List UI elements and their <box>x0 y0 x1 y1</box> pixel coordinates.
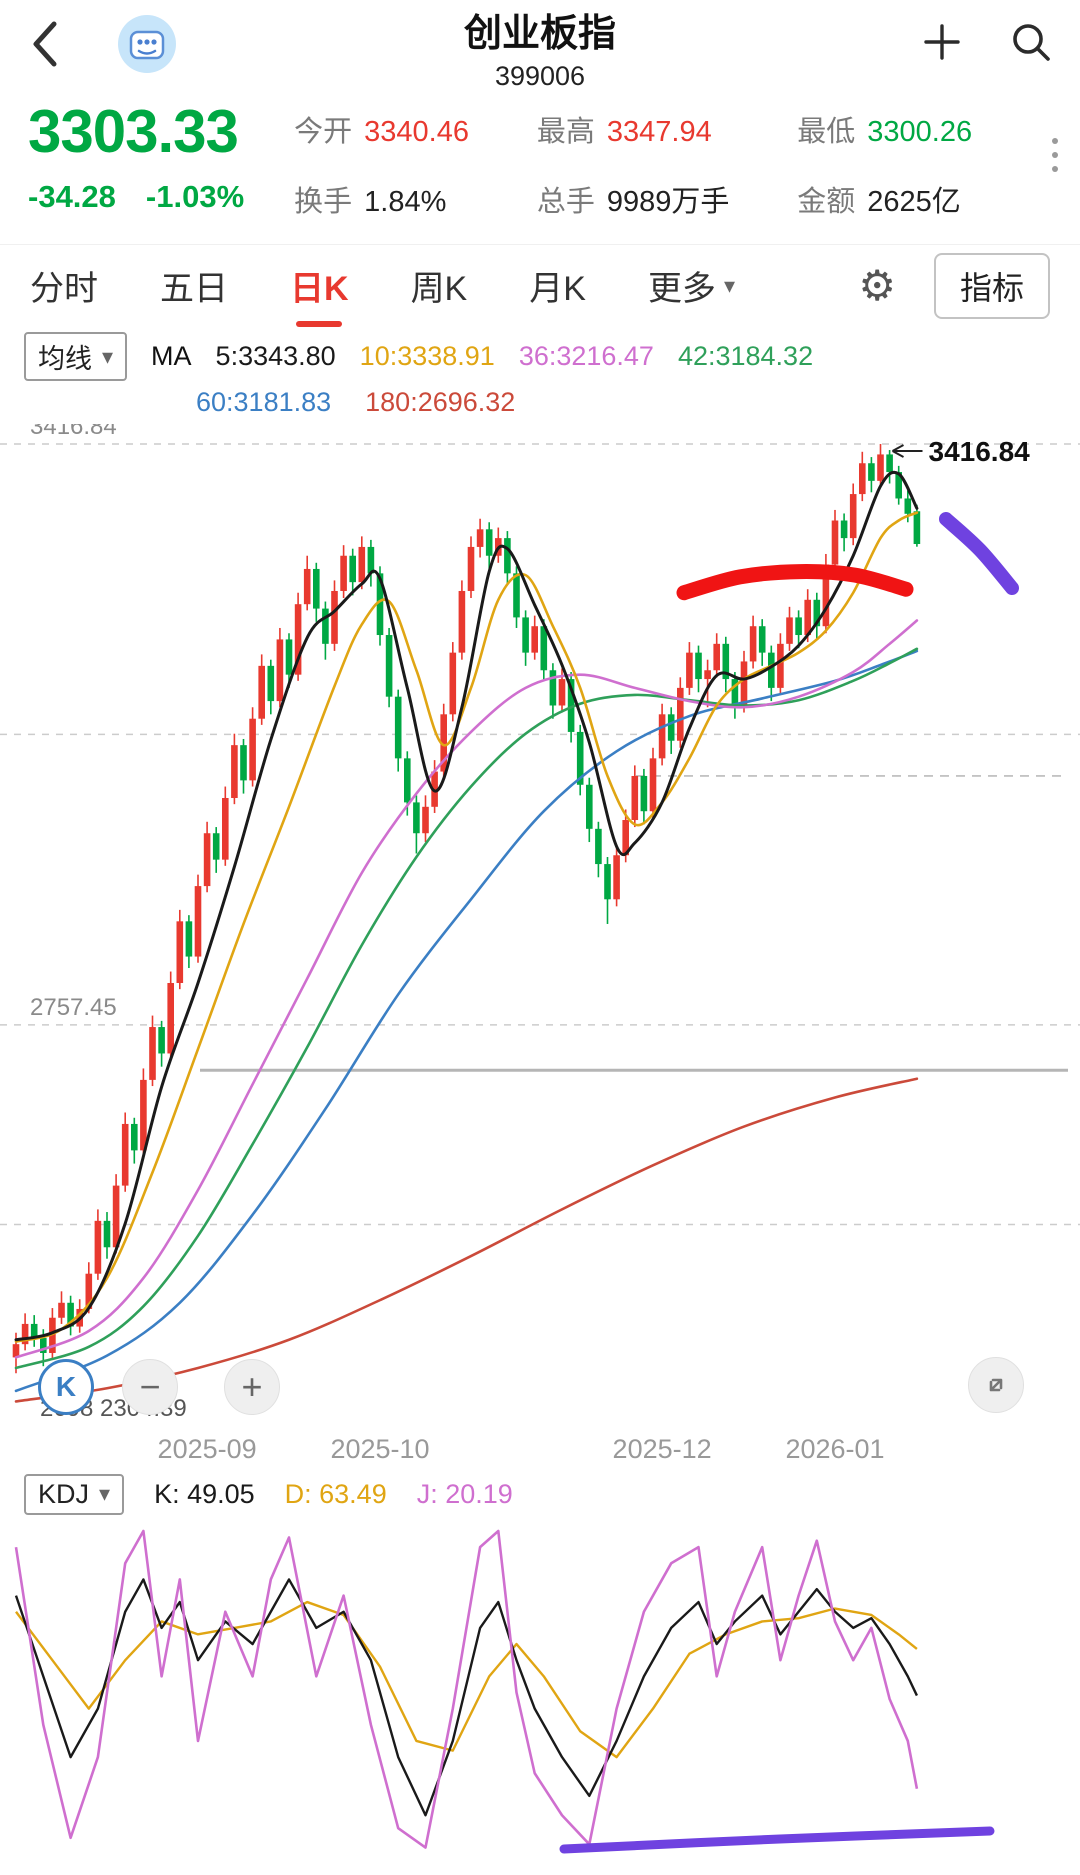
caret-down-icon: ▾ <box>102 343 114 369</box>
settings-gear-icon[interactable]: ⚙ <box>858 261 896 309</box>
more-menu-icon[interactable] <box>1046 132 1064 178</box>
tab-intraday[interactable]: 分时 <box>30 270 98 308</box>
stat-volume: 总手 9989万手 <box>536 186 730 218</box>
abacus-logo-icon <box>129 30 165 60</box>
stat-low: 最低 3300.26 <box>797 116 973 148</box>
header-actions <box>920 19 1054 70</box>
kdj-legend-k: K: 49.05 <box>154 1478 255 1509</box>
x-axis-label: 2025-10 <box>330 1434 430 1464</box>
price-change: -34.28 <box>28 179 116 214</box>
last-price: 3303.33 <box>28 98 239 165</box>
kdj-legend-d: D: 63.49 <box>284 1478 387 1509</box>
kdj-legend: KDJ ▾ K: 49.05 D: 63.49 J: 20.19 <box>0 1472 1080 1516</box>
title-block: 创业板指 399006 <box>464 2 616 92</box>
k-mode-button[interactable]: K <box>38 1359 94 1415</box>
tab-five-day[interactable]: 五日 <box>160 270 228 308</box>
ma-legend-item-36: 36:3216.47 <box>518 341 654 371</box>
page-title: 创业板指 <box>463 13 617 55</box>
search-icon <box>1013 23 1050 61</box>
x-axis-label: 2025-12 <box>612 1434 712 1464</box>
caret-down-icon: ▾ <box>99 1481 111 1506</box>
app-icon[interactable] <box>118 15 176 73</box>
zoom-out-button[interactable]: − <box>122 1359 178 1415</box>
tab-monthly-k[interactable]: 月K <box>529 270 586 308</box>
zoom-in-button[interactable]: + <box>224 1359 280 1415</box>
tab-more[interactable]: 更多 ▾ <box>647 270 735 308</box>
stat-open: 今开 3340.46 <box>294 116 469 148</box>
quote-panel: 3303.33 -34.28 -1.03% 今开 3340.46 最高 3347.9… <box>0 88 1080 244</box>
tab-weekly-k[interactable]: 周K <box>410 270 468 308</box>
indicator-button[interactable]: 指标 <box>933 252 1050 319</box>
ma-legend-item-42: 42:3184.32 <box>677 341 814 371</box>
kdj-legend-j: J: 20.19 <box>416 1478 513 1509</box>
ma-dropdown[interactable]: 均线 ▾ <box>24 332 128 381</box>
stat-amount: 金额 2625亿 <box>797 186 961 218</box>
stock-code: 399006 <box>494 61 586 91</box>
kdj-chart-canvas[interactable] <box>0 1516 1080 1866</box>
stat-turnover: 换手 1.84% <box>294 186 447 218</box>
period-tab-bar: 分时 五日 日K 周K 月K 更多 ▾ ⚙ 指标 <box>0 244 1080 326</box>
ma-legend-item-5: 5:3343.80 <box>215 341 336 371</box>
add-to-watchlist-button[interactable] <box>920 20 964 69</box>
svg-text:2757.45: 2757.45 <box>30 994 117 1021</box>
x-axis-label: 2025-09 <box>157 1434 257 1464</box>
search-button[interactable] <box>1008 19 1054 70</box>
ma-legend-item-60: 60:3181.83 <box>196 387 332 417</box>
stat-high: 最高 3347.94 <box>536 116 712 148</box>
price-change-pct: -1.03% <box>145 179 245 214</box>
plus-icon <box>924 23 960 60</box>
svg-text:3416.84: 3416.84 <box>30 424 117 440</box>
caret-down-icon: ▾ <box>723 272 735 298</box>
price-change-row: -34.28 -1.03% <box>28 179 244 215</box>
ma-legend-item-10: 10:3338.91 <box>359 341 495 371</box>
x-axis-label: 2026-01 <box>785 1434 885 1464</box>
expand-arrows-icon <box>989 1378 1003 1392</box>
tab-daily-k[interactable]: 日K <box>290 261 349 310</box>
ma-legend-item-180: 180:2696.32 <box>365 387 516 417</box>
back-button[interactable] <box>26 14 72 74</box>
ma-legend: 均线 ▾ MA 5:3343.80 10:3338.91 36:3216.47 4… <box>0 326 1080 418</box>
fullscreen-button[interactable] <box>968 1357 1024 1413</box>
ma-prefix-label: MA <box>151 341 192 371</box>
price-block: 3303.33 -34.28 -1.03% <box>28 100 244 220</box>
kdj-dropdown[interactable]: KDJ ▾ <box>24 1473 125 1515</box>
top-bar: 创业板指 399006 <box>0 0 1080 91</box>
back-chevron-icon <box>33 21 57 67</box>
quote-stats: 今开 3340.46 最高 3347.94 最低 3300.26 换手 1.84% 总手… <box>294 100 1052 220</box>
x-axis-labels: 2025-09 2025-10 2025-12 2026-01 <box>0 1434 1080 1472</box>
svg-text:3416.84: 3416.84 <box>929 436 1031 467</box>
